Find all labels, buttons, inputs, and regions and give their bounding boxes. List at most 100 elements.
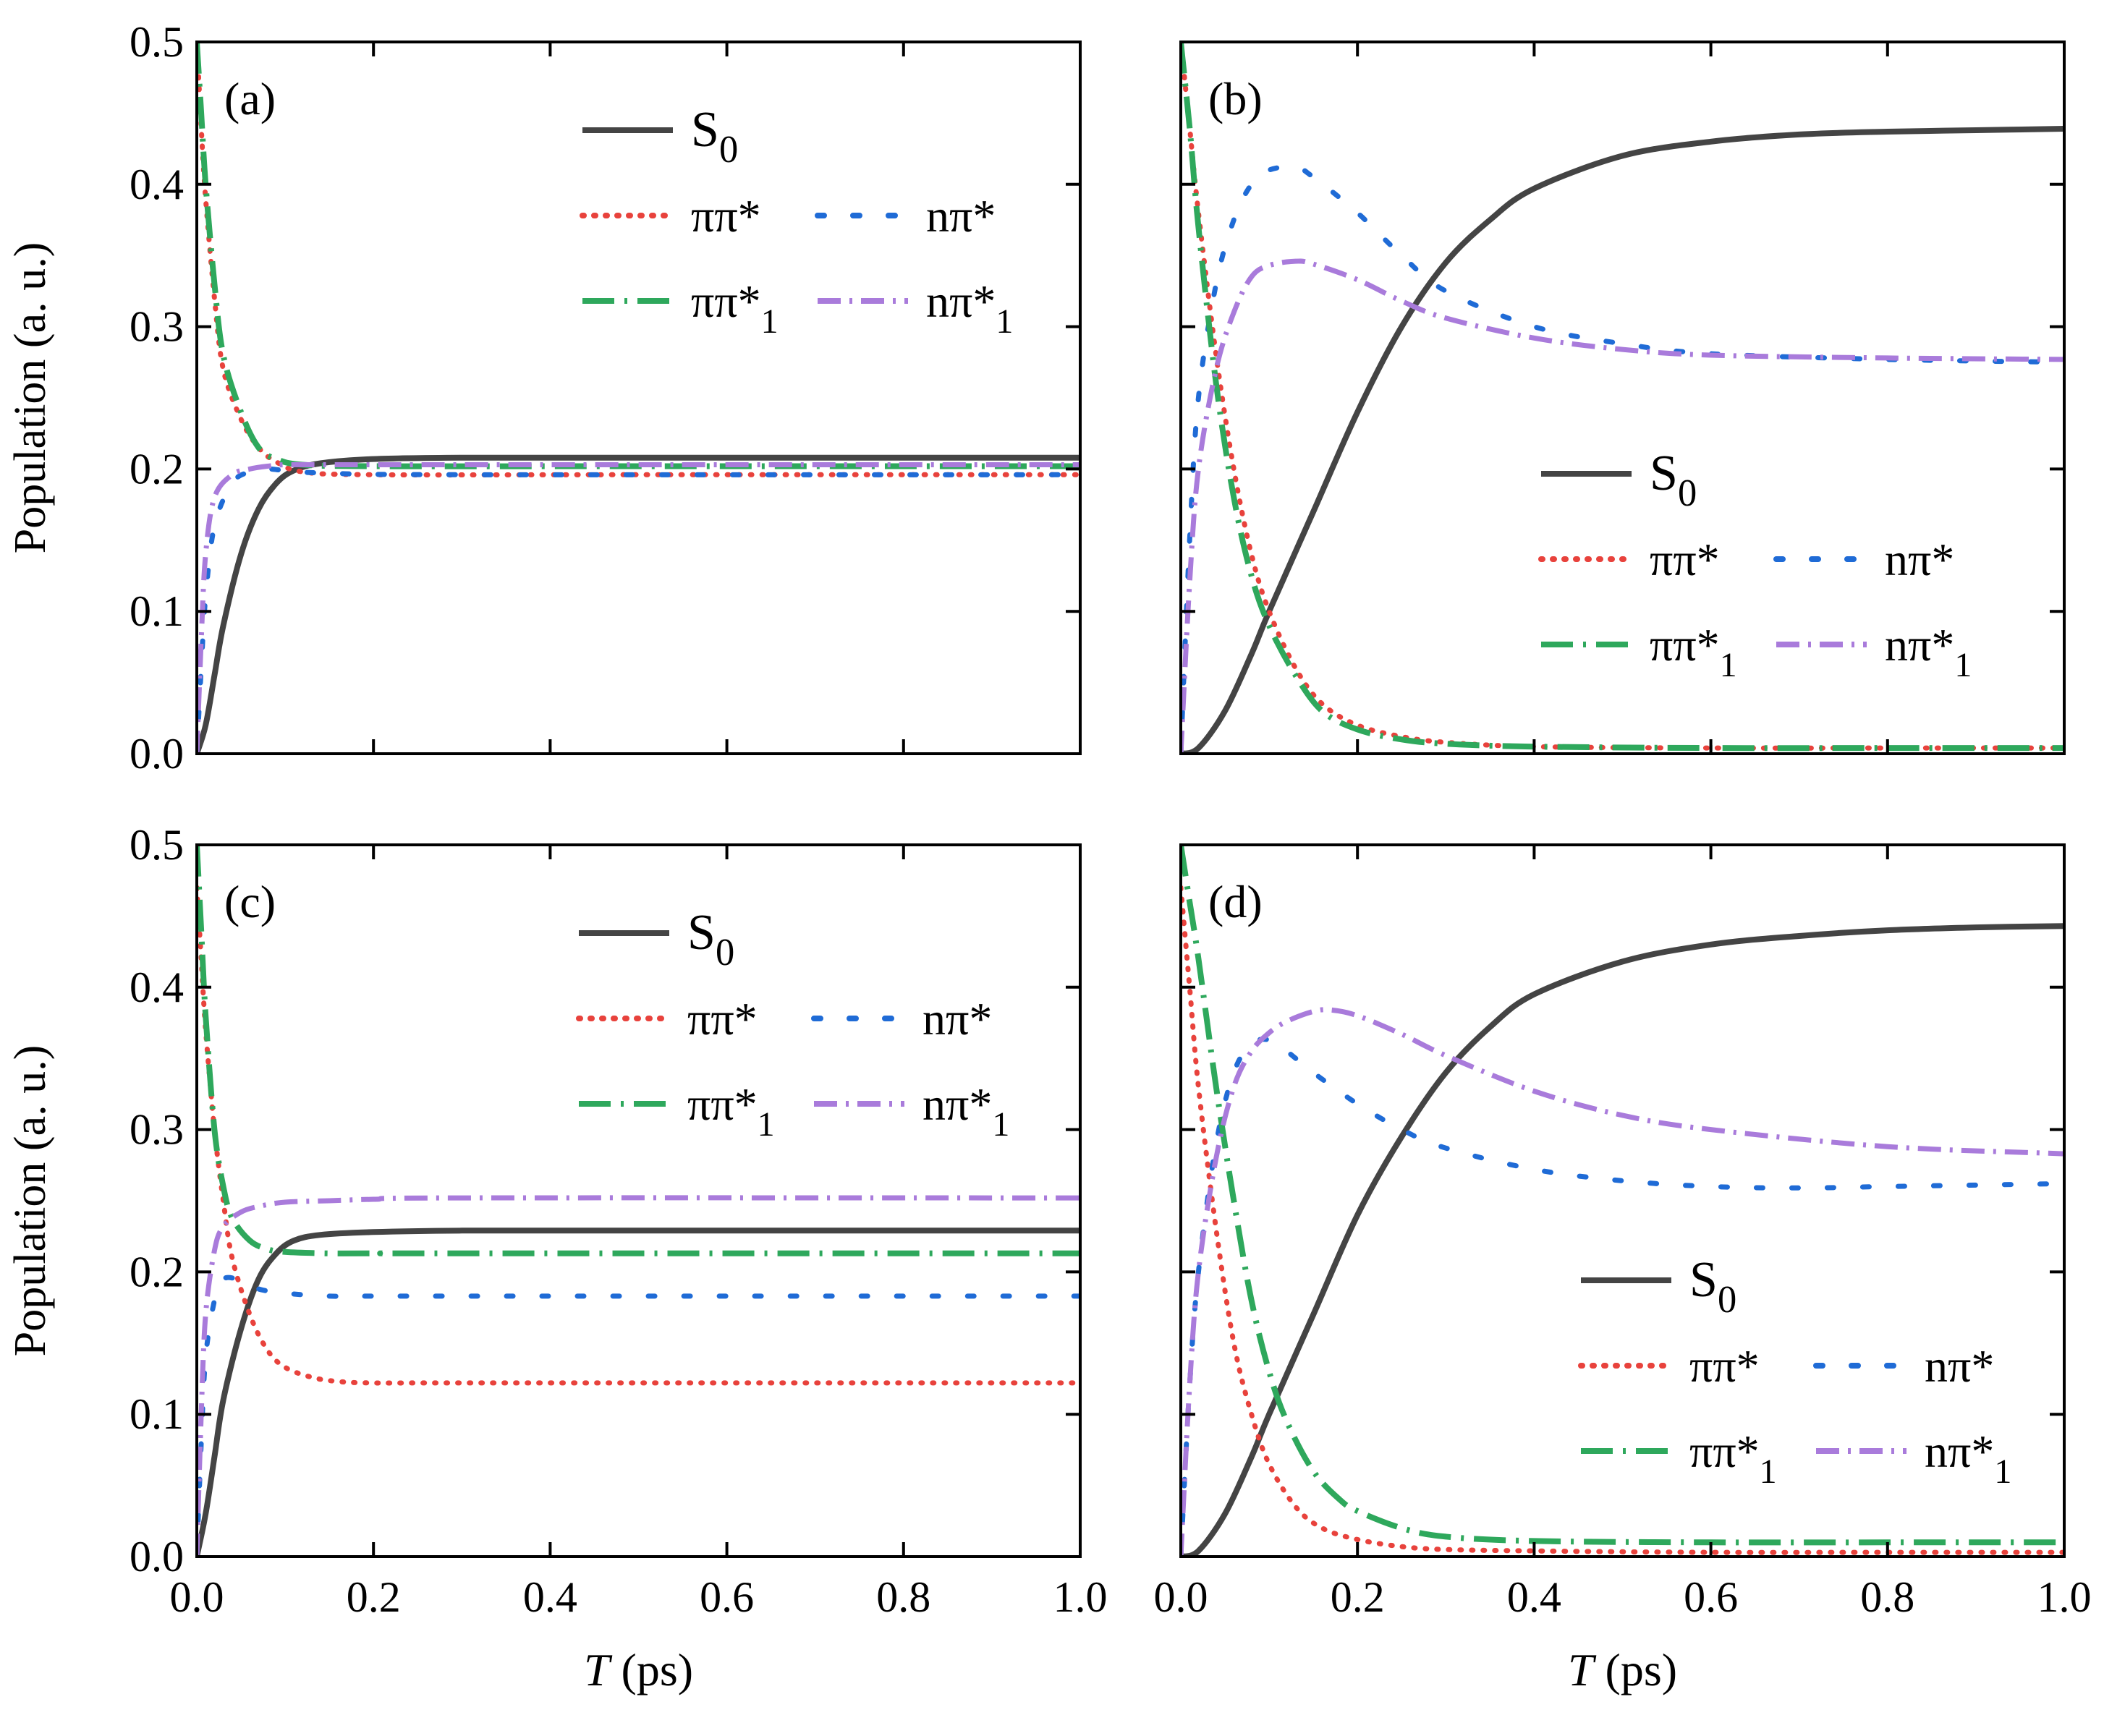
series-line-pp1 bbox=[197, 42, 1080, 469]
y-tick-label: 0.2 bbox=[130, 1248, 184, 1295]
chart-panel-a: 0.0 0.1 0.2 0.3 0.4 0.5 (a) Population (a. u.) S… bbox=[6, 18, 1082, 778]
plot-frame bbox=[1179, 41, 2066, 755]
legend-label-base: S bbox=[1650, 446, 1678, 501]
legend-label-np: nπ* bbox=[1885, 534, 1954, 585]
legend-label-np: nπ* bbox=[1925, 1340, 1994, 1392]
legend-label-subscript: 1 bbox=[996, 302, 1013, 341]
panel-label: (c) bbox=[224, 876, 276, 927]
series-line-np1 bbox=[1181, 1007, 2064, 1557]
plot-frame bbox=[1179, 843, 2066, 1558]
series-line-pp bbox=[197, 885, 1080, 1386]
legend-label-base: nπ* bbox=[922, 993, 992, 1044]
x-axis-label-symbol: T bbox=[584, 1644, 613, 1695]
x-axis-label-unit: (ps) bbox=[1594, 1644, 1678, 1695]
legend-label-pp: ππ* bbox=[691, 190, 761, 242]
x-tick-label: 1.0 bbox=[2037, 1573, 2092, 1621]
legend-label-subscript: 0 bbox=[1718, 1279, 1736, 1321]
series-line-np1 bbox=[197, 461, 1080, 754]
x-axis-label-unit: (ps) bbox=[610, 1644, 694, 1695]
series-line-S0 bbox=[1181, 126, 2064, 754]
x-tick-label: 0.8 bbox=[1860, 1573, 1914, 1621]
x-tick-label: 0.2 bbox=[347, 1573, 401, 1621]
legend-label-S0: S0 bbox=[1689, 1252, 1736, 1321]
legend-label-base: nπ* bbox=[1925, 1426, 1994, 1477]
x-tick-label: 0.0 bbox=[170, 1573, 224, 1621]
legend-label-base: ππ* bbox=[1650, 534, 1720, 585]
series-group bbox=[1181, 42, 2064, 754]
legend-label-pp: ππ* bbox=[1689, 1340, 1760, 1392]
legend-label-base: ππ* bbox=[1689, 1426, 1760, 1477]
panel-label: (b) bbox=[1208, 73, 1263, 124]
legend-label-base: ππ* bbox=[1689, 1340, 1760, 1392]
legend-label-base: ππ* bbox=[687, 993, 758, 1044]
y-tick-label: 0.3 bbox=[130, 1106, 184, 1154]
legend-label-subscript: 1 bbox=[758, 1105, 775, 1144]
y-tick-label: 0.0 bbox=[130, 730, 184, 778]
legend-label-base: ππ* bbox=[691, 190, 761, 242]
y-tick-label: 0.4 bbox=[130, 963, 184, 1011]
legend-label-base: nπ* bbox=[1885, 534, 1954, 585]
series-line-pp1 bbox=[197, 845, 1080, 1256]
y-tick-label: 0.5 bbox=[130, 18, 184, 66]
x-axis-label-symbol: T bbox=[1568, 1644, 1597, 1695]
y-tick-label: 0.1 bbox=[130, 587, 184, 635]
chart-panel-c: 0.0 0.1 0.2 0.3 0.4 0.5 0.0 0.2 0.4 0.6 0.8 1.0 (c) P… bbox=[6, 821, 1108, 1695]
x-tick-label: 1.0 bbox=[1053, 1573, 1108, 1621]
legend-label-subscript: 0 bbox=[716, 932, 734, 974]
legend-label-subscript: 1 bbox=[761, 302, 779, 341]
legend-label-pp: ππ* bbox=[687, 993, 758, 1044]
plot-frame bbox=[195, 41, 1082, 755]
legend-label-pp1: ππ*1 bbox=[687, 1078, 775, 1144]
y-tick-label: 0.0 bbox=[130, 1533, 184, 1580]
legend-label-base: nπ* bbox=[926, 276, 996, 327]
legend-label-pp1: ππ*1 bbox=[1650, 619, 1737, 684]
legend-label-base: ππ* bbox=[691, 276, 761, 327]
y-axis-label: Population (a. u.) bbox=[6, 1045, 55, 1357]
series-group bbox=[197, 845, 1080, 1557]
legend-label-subscript: 1 bbox=[1720, 646, 1737, 684]
x-tick-label: 0.4 bbox=[1507, 1573, 1561, 1621]
x-tick-label: 0.8 bbox=[876, 1573, 930, 1621]
y-tick-label: 0.1 bbox=[130, 1390, 184, 1438]
legend-label-pp: ππ* bbox=[1650, 534, 1720, 585]
legend-label-np1: nπ*1 bbox=[1925, 1426, 2011, 1491]
legend-label-np: nπ* bbox=[926, 190, 996, 242]
legend-label-pp1: ππ*1 bbox=[1689, 1426, 1777, 1491]
series-line-np1 bbox=[197, 1195, 1080, 1557]
legend-label-base: S bbox=[1689, 1252, 1718, 1308]
series-group bbox=[197, 42, 1080, 754]
series-line-S0 bbox=[197, 454, 1080, 754]
legend-label-S0: S0 bbox=[687, 905, 734, 974]
legend-label-base: ππ* bbox=[687, 1078, 758, 1130]
x-tick-label: 0.6 bbox=[1684, 1573, 1738, 1621]
x-tick-label: 0.6 bbox=[700, 1573, 754, 1621]
x-axis-label: T (ps) bbox=[1568, 1644, 1677, 1695]
series-line-pp1 bbox=[1181, 42, 2064, 752]
legend-label-base: ππ* bbox=[1650, 619, 1720, 671]
panel-label: (a) bbox=[224, 73, 276, 124]
legend-label-np1: nπ*1 bbox=[926, 276, 1013, 341]
panel-label: (d) bbox=[1208, 876, 1263, 927]
y-axis-label: Population (a. u.) bbox=[6, 242, 55, 554]
legend-label-subscript: 0 bbox=[719, 129, 738, 171]
series-line-pp bbox=[197, 42, 1080, 478]
legend-label-subscript: 1 bbox=[1994, 1452, 2011, 1491]
legend-label-np1: nπ*1 bbox=[922, 1078, 1009, 1144]
plot-frame bbox=[195, 843, 1082, 1558]
legend-label-base: S bbox=[691, 102, 719, 158]
legend-label-np1: nπ*1 bbox=[1885, 619, 1972, 684]
series-line-pp bbox=[1181, 885, 2064, 1555]
x-axis-label: T (ps) bbox=[584, 1644, 693, 1695]
legend-label-base: nπ* bbox=[926, 190, 996, 242]
legend-label-subscript: 1 bbox=[1760, 1452, 1777, 1491]
legend-label-S0: S0 bbox=[691, 102, 738, 171]
x-tick-label: 0.2 bbox=[1331, 1573, 1385, 1621]
legend-label-base: S bbox=[687, 905, 716, 961]
